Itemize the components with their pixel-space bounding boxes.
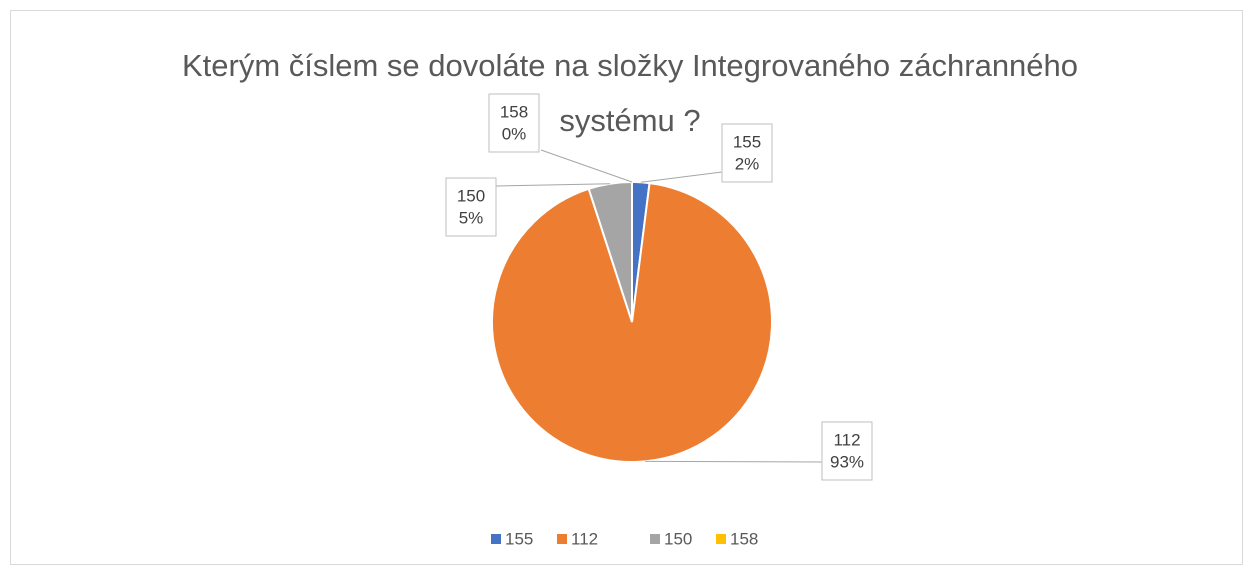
legend-swatch	[557, 534, 567, 544]
leader-line	[540, 149, 633, 183]
data-label-name: 112	[833, 430, 860, 449]
label-box	[445, 177, 497, 237]
leader-line	[640, 171, 723, 183]
data-label-name: 155	[733, 132, 761, 151]
leader-line	[645, 460, 823, 463]
label-box	[488, 93, 540, 153]
legend-swatch	[650, 534, 660, 544]
data-label-value: 93%	[830, 452, 864, 471]
label-box	[821, 421, 873, 481]
data-label-value: 0%	[502, 124, 527, 143]
data-label-value: 5%	[459, 208, 484, 227]
data-label-name: 150	[457, 186, 485, 205]
label-box	[721, 123, 773, 183]
pie-slice	[491, 181, 773, 463]
chart-title: Kterým číslem se dovoláte na složky Inte…	[181, 48, 1079, 138]
data-label-name: 158	[500, 102, 528, 121]
data-label-value: 2%	[735, 154, 760, 173]
legend-label: 112	[571, 529, 598, 548]
legend-swatch	[491, 534, 501, 544]
legend-label: 155	[505, 529, 533, 548]
legend-swatch	[716, 534, 726, 544]
legend-label: 158	[730, 529, 758, 548]
legend-label: 150	[664, 529, 692, 548]
chart-frame	[10, 10, 1243, 565]
leader-line	[495, 183, 611, 187]
